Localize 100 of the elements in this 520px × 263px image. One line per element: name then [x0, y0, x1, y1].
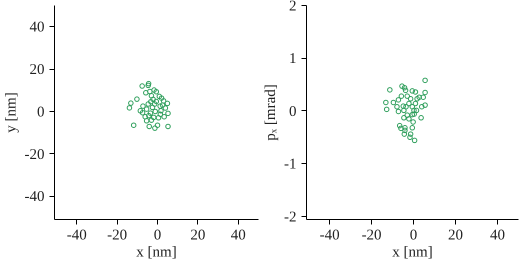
y-tick-label: 0: [289, 104, 296, 120]
point: [151, 87, 157, 93]
point: [157, 103, 163, 109]
point: [140, 110, 146, 116]
point: [152, 125, 158, 131]
x-tick-label: -40: [66, 228, 87, 244]
point: [402, 84, 408, 90]
point: [420, 94, 426, 100]
point: [402, 128, 408, 134]
x-tick-label: 0: [154, 228, 162, 244]
x-tick-label: -20: [107, 228, 128, 244]
x-tick-label: 20: [190, 228, 206, 244]
point: [402, 88, 408, 94]
point: [394, 104, 400, 110]
point: [158, 95, 164, 101]
point: [152, 101, 158, 107]
point: [408, 96, 414, 102]
y-tick-label: 2: [289, 0, 296, 14]
y-axis-title: pₓ [mrad]: [263, 84, 280, 141]
y-axis-title: y [nm]: [4, 92, 20, 133]
y-tick-label: -20: [24, 146, 45, 163]
x-axis-title: x [nm]: [136, 244, 177, 260]
point: [164, 100, 170, 106]
point: [162, 105, 168, 111]
point: [402, 131, 408, 137]
point: [156, 115, 162, 121]
x-tick-label: 40: [490, 228, 506, 244]
point: [414, 96, 420, 102]
point: [387, 87, 393, 93]
point: [154, 88, 160, 94]
point: [403, 104, 409, 110]
point: [404, 112, 410, 118]
point: [156, 94, 162, 100]
point: [150, 96, 156, 102]
point: [150, 104, 156, 110]
point: [148, 110, 154, 116]
point: [160, 98, 166, 104]
point: [145, 101, 151, 107]
point: [165, 110, 171, 116]
point: [410, 88, 416, 94]
point: [148, 117, 154, 123]
point: [401, 115, 407, 121]
y-tick-label: -2: [284, 209, 297, 226]
point: [412, 138, 418, 144]
point: [128, 100, 134, 106]
point: [160, 102, 166, 108]
point: [406, 116, 412, 122]
point: [400, 103, 406, 109]
y-tick-label: 40: [30, 20, 44, 36]
point: [422, 78, 428, 84]
point: [152, 108, 158, 114]
y-tick-label: -40: [24, 189, 45, 206]
point: [147, 88, 153, 94]
point: [142, 114, 148, 120]
point: [396, 97, 402, 103]
point: [422, 90, 428, 96]
point: [143, 90, 149, 96]
point: [404, 93, 410, 99]
x-tick-label: 0: [410, 228, 418, 244]
point: [146, 112, 152, 118]
point: [418, 115, 424, 121]
point: [154, 98, 160, 104]
point: [165, 124, 171, 130]
point: [144, 118, 150, 124]
point: [410, 104, 416, 110]
point: [161, 114, 167, 120]
point: [130, 122, 136, 128]
point: [140, 103, 146, 109]
point: [410, 125, 416, 131]
point: [148, 98, 154, 104]
point: [134, 96, 140, 102]
point: [406, 100, 412, 106]
point: [396, 122, 402, 128]
point: [146, 124, 152, 130]
point: [139, 83, 145, 89]
point: [408, 131, 414, 137]
point: [398, 126, 404, 132]
x-tick-label: -20: [362, 228, 382, 244]
point: [399, 83, 405, 89]
y-tick-label: -1: [284, 156, 297, 173]
x-tick-label: -40: [320, 228, 340, 244]
point: [422, 102, 428, 108]
point: [138, 108, 144, 114]
point: [383, 100, 389, 106]
point: [158, 111, 164, 117]
point: [407, 134, 413, 140]
point: [146, 80, 152, 86]
point: [412, 89, 418, 95]
point: [414, 108, 420, 114]
point: [401, 108, 407, 114]
point: [148, 93, 154, 99]
point: [398, 93, 404, 99]
point: [154, 122, 160, 128]
point: [416, 94, 422, 100]
point: [158, 108, 164, 114]
x-tick-label: 20: [448, 228, 464, 244]
x-axis-title: x [nm]: [392, 244, 433, 260]
y-tick-label: 20: [30, 62, 44, 78]
y-tick-label: 0: [37, 104, 44, 120]
point: [402, 125, 408, 131]
